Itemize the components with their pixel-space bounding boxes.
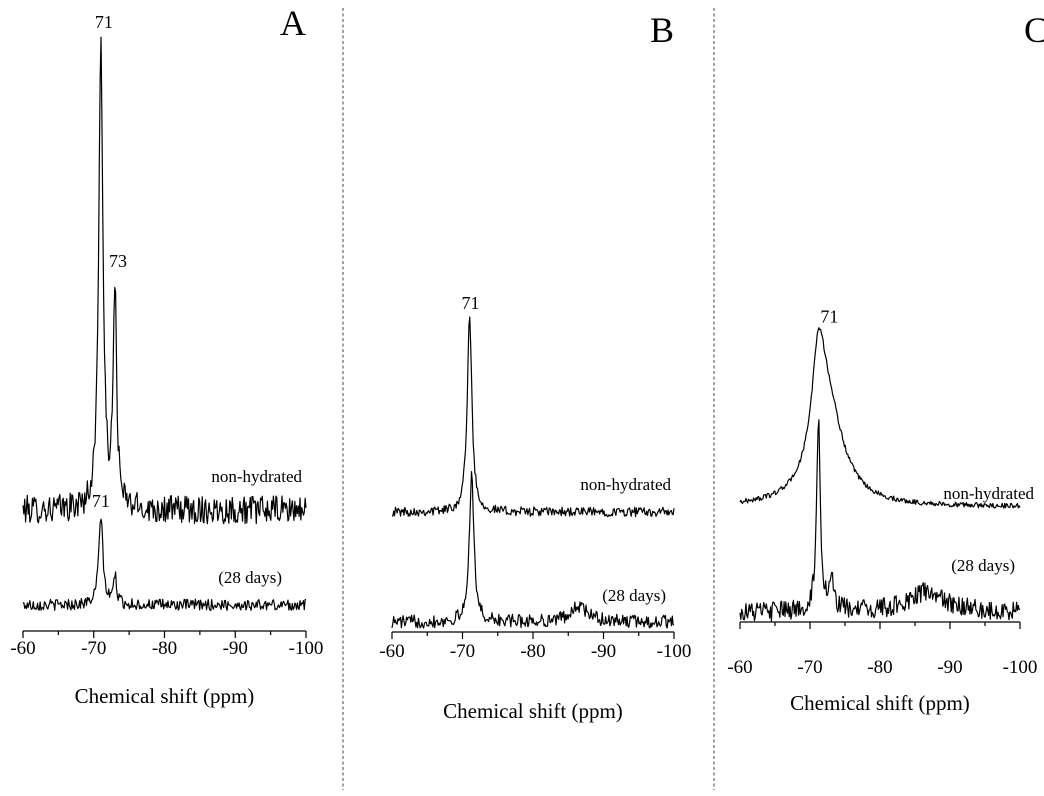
panel-c-series-label: (28 days): [951, 556, 1015, 575]
panel-c-trace-non-hydrated: [739, 327, 1021, 509]
panel-b-trace-non-hydrated: [391, 316, 675, 518]
panel-c-tick-label: -90: [937, 657, 962, 678]
panel-a-peak-label: 71: [92, 491, 110, 511]
panel-b-tick-label: -90: [591, 641, 616, 662]
panel-c-axis-title: Chemical shift (ppm): [790, 691, 970, 715]
panel-c-tick-label: -100: [1003, 657, 1038, 678]
panel-c-peak-label: 71: [820, 307, 838, 327]
panel-c-tick-label: -60: [727, 657, 752, 678]
panel-a-letter: A: [280, 3, 306, 43]
panel-c-trace-28-days: [739, 419, 1021, 622]
panel-a-tick-label: -60: [10, 638, 35, 659]
panel-b-axis-title: Chemical shift (ppm): [443, 699, 623, 723]
panel-b-tick-label: -60: [379, 641, 404, 662]
panel-a-peak-label: 71: [95, 12, 113, 32]
panel-c-tick-label: -80: [867, 657, 892, 678]
panel-a-series-label: non-hydrated: [211, 467, 302, 486]
panel-b-series-label: (28 days): [602, 586, 666, 605]
panel-a-tick-label: -90: [223, 638, 248, 659]
panel-a-axis-title: Chemical shift (ppm): [75, 684, 255, 708]
panel-c-series-label: non-hydrated: [943, 484, 1034, 503]
panel-a-tick-label: -70: [81, 638, 106, 659]
panel-c-letter: C: [1024, 10, 1044, 50]
panel-a-trace-non-hydrated: [22, 36, 307, 525]
panel-c-tick-label: -70: [797, 657, 822, 678]
panel-b-letter: B: [650, 10, 674, 50]
panel-b-tick-label: -100: [657, 641, 692, 662]
panel-b-peak-label: 71: [462, 293, 480, 313]
panel-b-series-label: non-hydrated: [580, 475, 671, 494]
panel-a-series-label: (28 days): [218, 568, 282, 587]
panel-b-trace-28-days: [391, 471, 675, 629]
panel-a-tick-label: -100: [289, 638, 324, 659]
panel-a-tick-label: -80: [152, 638, 177, 659]
panel-a-peak-label: 73: [109, 251, 127, 271]
panel-b-tick-label: -70: [450, 641, 475, 662]
panel-a-trace-28-days: [22, 518, 307, 612]
panel-b-tick-label: -80: [520, 641, 545, 662]
